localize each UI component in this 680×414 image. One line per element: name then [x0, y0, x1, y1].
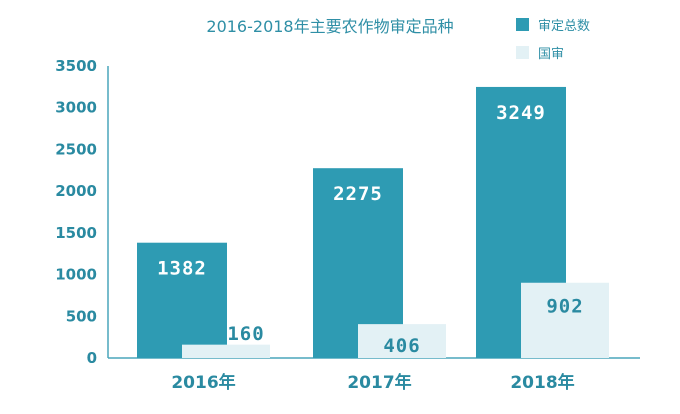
- y-tick-label: 2500: [55, 140, 97, 158]
- legend-swatch-national: [516, 46, 529, 59]
- y-tick-label: 0: [87, 349, 97, 367]
- legend-swatch-total: [516, 18, 529, 31]
- bars: [137, 86, 609, 358]
- data-label: 3249: [496, 102, 546, 124]
- bar-national: [182, 344, 270, 358]
- y-tick-label: 3000: [55, 99, 97, 117]
- y-tick-label: 1500: [55, 224, 97, 242]
- data-labels: 1382 160 2275 406 3249 902: [157, 102, 583, 357]
- data-label: 2275: [333, 183, 383, 205]
- data-label: 406: [383, 335, 420, 357]
- x-category-label: 2016年: [171, 372, 235, 393]
- data-label: 160: [227, 323, 264, 345]
- x-category-label: 2018年: [510, 372, 574, 393]
- x-category-label: 2017年: [347, 372, 411, 393]
- y-tick-label: 3500: [55, 57, 97, 75]
- legend: 审定总数 国审: [516, 18, 590, 62]
- bar-total: [137, 242, 227, 358]
- y-axis-ticks: 0 500 1000 1500 2000 2500 3000 3500: [55, 57, 97, 367]
- data-label: 902: [546, 296, 583, 318]
- y-tick-label: 500: [66, 307, 97, 325]
- data-label: 1382: [157, 258, 207, 280]
- legend-label-total: 审定总数: [538, 19, 590, 34]
- chart-title: 2016-2018年主要农作物审定品种: [206, 17, 453, 36]
- bar-national: [521, 282, 609, 358]
- bar-national: [358, 324, 446, 358]
- legend-label-national: 国审: [538, 47, 564, 62]
- y-tick-label: 1000: [55, 266, 97, 284]
- y-tick-label: 2000: [55, 182, 97, 200]
- x-axis-categories: 2016年 2017年 2018年: [171, 372, 574, 393]
